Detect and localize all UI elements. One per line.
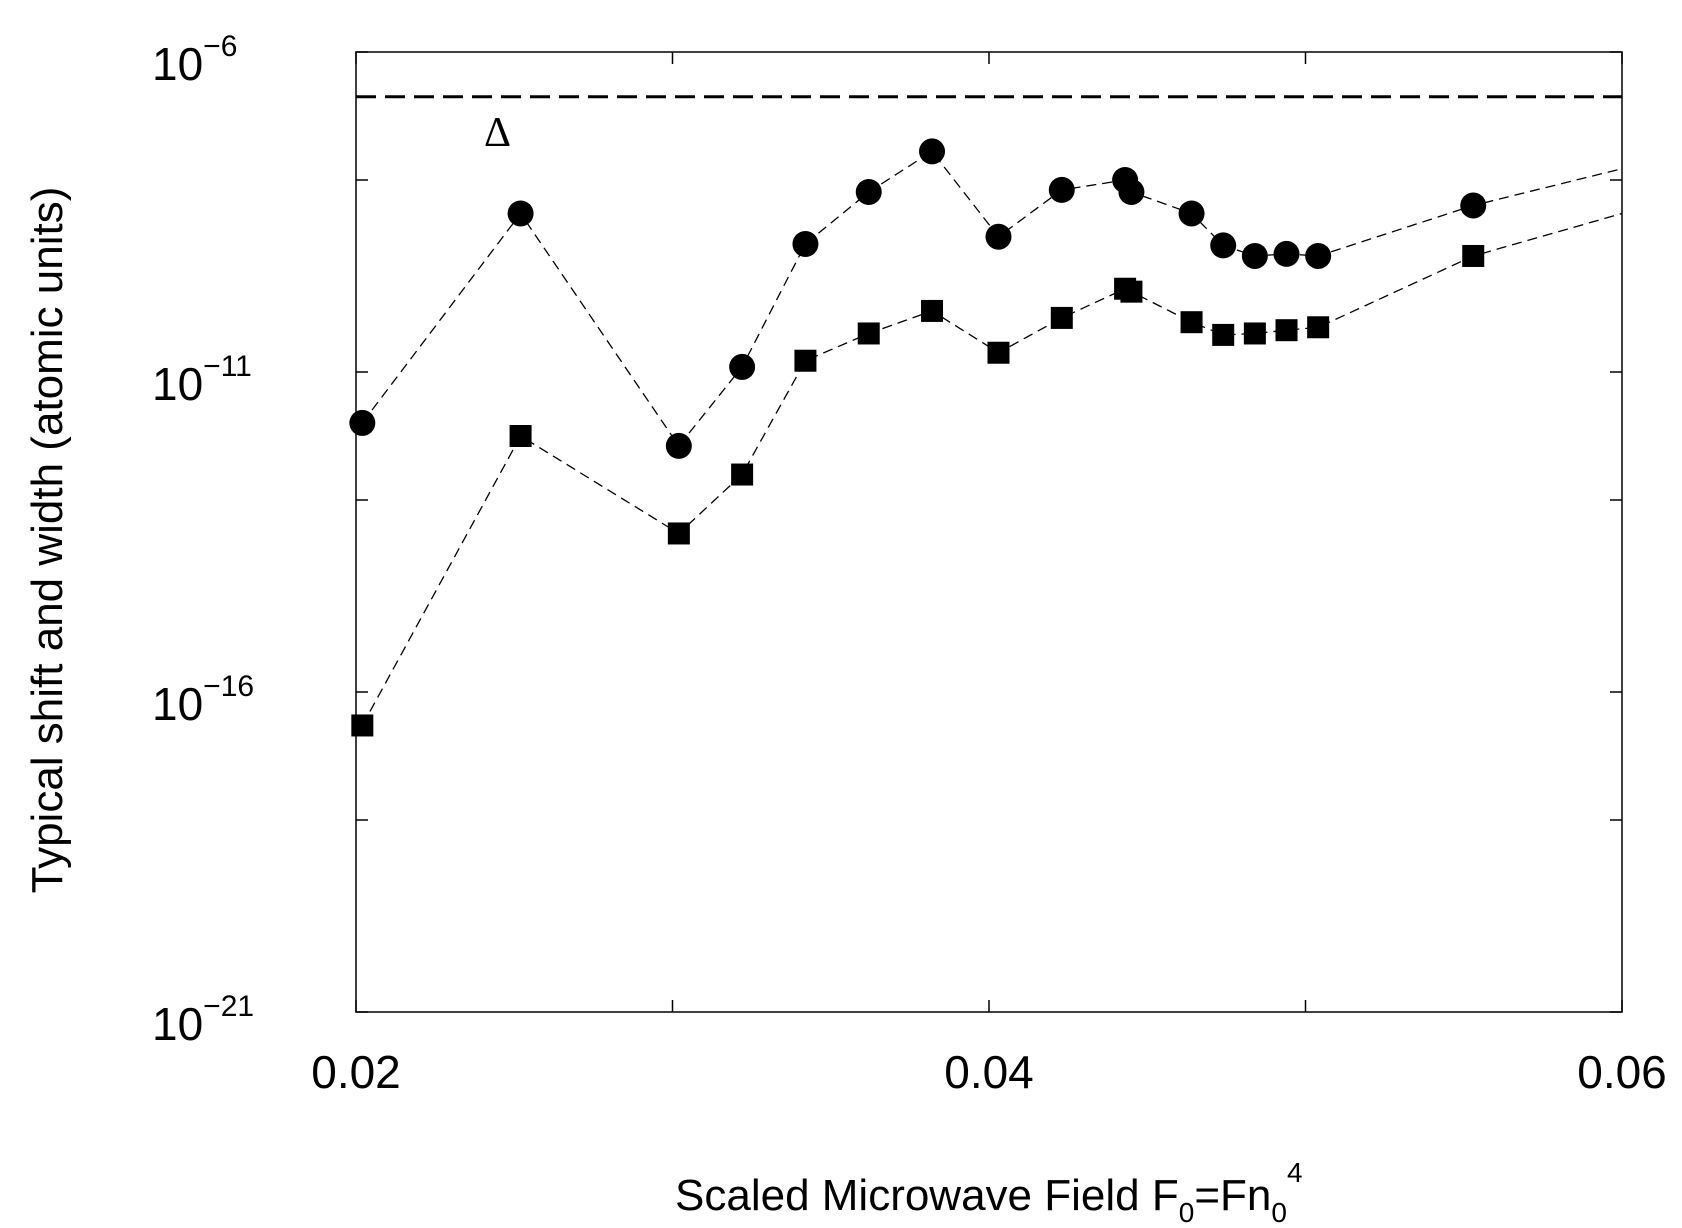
data-point-square	[921, 299, 944, 322]
series-group	[349, 138, 1623, 737]
x-axis-label: Scaled Microwave Field F0=Fn04	[675, 1157, 1303, 1228]
data-point-circle	[1178, 200, 1205, 227]
x-axis-label-sub1: 0	[1179, 1197, 1195, 1228]
data-point-square	[667, 522, 690, 545]
series-line	[361, 150, 1623, 447]
data-point-circle	[792, 231, 819, 257]
x-tick-label: 0.02	[311, 1046, 401, 1098]
data-point-square	[987, 341, 1010, 364]
x-tick-label: 0.04	[944, 1046, 1034, 1098]
y-tick-label-base: 10	[152, 38, 203, 90]
data-point-circle	[507, 200, 534, 227]
y-axis-label: Typical shift and width (atomic units)	[23, 187, 72, 894]
data-point-square	[1462, 244, 1485, 267]
x-tick-label: 0.06	[1577, 1046, 1667, 1098]
y-tick-label-base: 10	[152, 678, 203, 730]
data-point-circle	[1241, 242, 1268, 269]
y-tick-label: 10−6	[152, 30, 237, 90]
data-point-circle	[1210, 232, 1237, 259]
y-tick-label-exponent: −21	[203, 990, 254, 1023]
x-axis-label-main: Scaled Microwave Field F	[675, 1171, 1179, 1220]
data-point-square	[1307, 316, 1330, 339]
series-line	[361, 212, 1623, 726]
x-tick-group: 0.02 0.04 0.06	[311, 52, 1667, 1098]
data-point-square	[351, 714, 374, 737]
y-tick-label: 10−11	[152, 350, 252, 410]
data-point-square	[1212, 323, 1235, 346]
y-tick-label-exponent: −11	[203, 350, 252, 383]
data-point-square	[1275, 319, 1298, 342]
x-axis-label-sub2: 0	[1271, 1197, 1287, 1228]
data-point-circle	[1460, 192, 1487, 219]
x-axis-label-mid: =Fn	[1194, 1171, 1271, 1220]
plot-frame	[355, 51, 1623, 1013]
data-point-circle	[1048, 176, 1075, 203]
data-point-square	[794, 349, 817, 372]
y-tick-label: 10−16	[152, 670, 254, 730]
data-point-circle	[1305, 242, 1332, 269]
y-tick-label-exponent: −6	[203, 30, 237, 63]
data-point-circle	[729, 353, 756, 380]
data-point-square	[509, 425, 532, 447]
data-point-circle	[349, 409, 376, 436]
data-point-circle	[855, 178, 882, 205]
data-point-circle	[665, 432, 692, 459]
data-point-circle	[1118, 178, 1145, 205]
reference-line-label: Δ	[484, 110, 511, 156]
data-point-circle	[985, 223, 1012, 250]
y-tick-label: 10−21	[152, 990, 254, 1050]
y-tick-label-base: 10	[152, 358, 203, 410]
data-point-circle	[1273, 240, 1300, 267]
data-point-square	[1120, 280, 1143, 303]
data-point-square	[731, 463, 754, 486]
y-tick-label-base: 10	[152, 998, 203, 1050]
data-point-square	[1243, 322, 1266, 345]
data-point-square	[857, 322, 880, 345]
data-point-circle	[919, 138, 946, 165]
y-tick-label-exponent: −16	[203, 670, 254, 703]
data-point-square	[1180, 311, 1203, 334]
data-point-square	[1050, 306, 1073, 329]
x-axis-label-sup: 4	[1287, 1157, 1303, 1188]
